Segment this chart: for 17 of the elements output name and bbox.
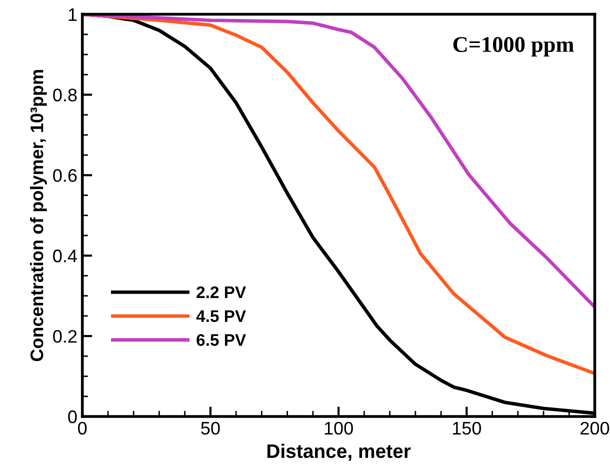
y-tick-label: 0 (68, 410, 77, 424)
x-tick-label: 50 (201, 422, 220, 435)
y-tick-label: 0.8 (53, 88, 77, 102)
legend-label: 2.2 PV (196, 286, 246, 298)
y-tick-label: 0.2 (53, 330, 77, 343)
x-axis-title: Distance, meter (267, 444, 411, 461)
x-tick-label: 200 (580, 422, 610, 435)
y-tick-label: 0.4 (53, 250, 77, 262)
y-axis-title: Concentration of polymer, 10³ppm (30, 70, 47, 362)
legend-label: 4.5 PV (196, 310, 246, 322)
x-tick-label: 150 (452, 422, 482, 435)
x-tick-label: 0 (78, 422, 87, 435)
y-tick-label: 0.6 (53, 169, 77, 182)
y-tick-label: 1 (68, 8, 77, 21)
annotation: C=1000 ppm (453, 37, 574, 57)
legend-label: 6.5 PV (196, 334, 246, 346)
x-tick-label: 100 (324, 422, 353, 435)
